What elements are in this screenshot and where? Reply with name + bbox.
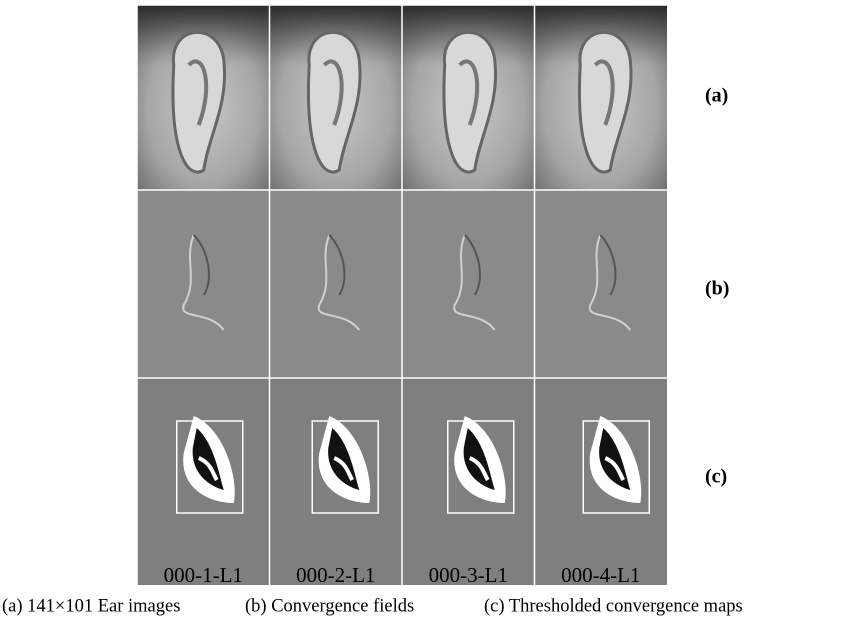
figure: 000-1-L1 000-2-L1 000-3-L1 000-4-L1 (a) (b)…	[0, 0, 861, 623]
column-label: 000-2-L1	[296, 563, 375, 587]
row-label: (a)	[705, 85, 728, 107]
convergence-field	[402, 190, 535, 378]
column-label: 000-3-L1	[429, 563, 508, 587]
row-label: (b)	[705, 278, 729, 300]
caption: (a) 141×101 Ear images	[2, 596, 180, 616]
row-label: (c)	[705, 466, 727, 488]
column-label: 000-4-L1	[561, 563, 640, 587]
caption: (b) Convergence fields	[245, 596, 414, 616]
image-grid: 000-1-L1 000-2-L1 000-3-L1 000-4-L1	[137, 5, 667, 587]
convergence-field	[137, 190, 270, 378]
caption: (c) Thresholded convergence maps	[484, 596, 743, 616]
convergence-field	[535, 190, 668, 378]
column-label: 000-1-L1	[164, 563, 243, 587]
convergence-field	[270, 190, 403, 378]
